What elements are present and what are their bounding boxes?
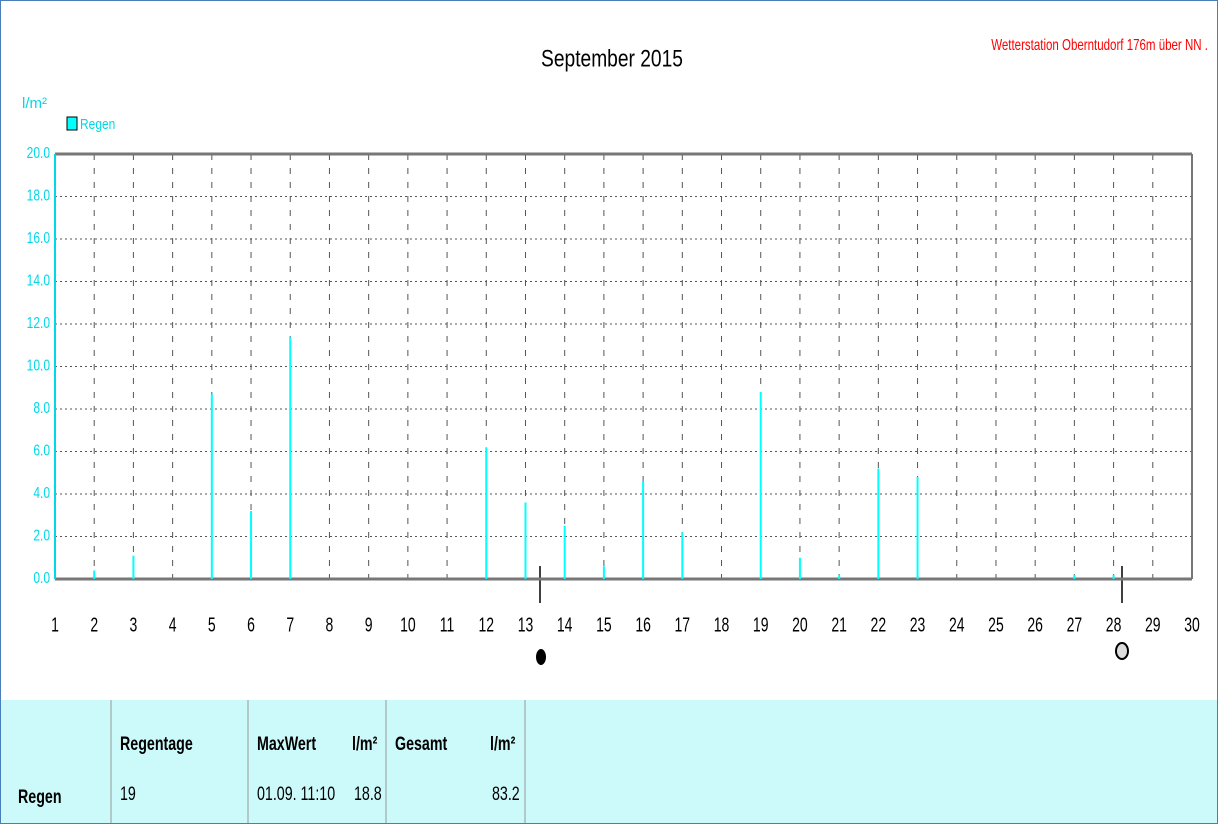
bar [1073,574,1076,579]
bar [210,394,213,579]
x-tick-label: 14 [557,613,573,636]
x-tick-label: 12 [478,613,494,636]
legend-swatch [66,116,78,131]
cell: 01.09. 11:10 [257,783,335,804]
bar [485,447,488,579]
bar [602,566,605,579]
bar [563,525,566,579]
x-tick-label: 10 [400,613,416,636]
header: MaxWert [257,733,316,754]
x-tick-label: 1 [51,613,59,636]
x-tick-label: 8 [326,613,334,636]
y-tick-label: 0.0 [33,569,50,587]
x-tick-label: 30 [1184,613,1200,636]
x-tick-label: 23 [910,613,926,636]
y-tick-label: 20.0 [27,144,50,162]
header: l/m² [490,733,516,754]
station-label: Wetterstation Oberntudorf 176m über NN . [991,35,1208,53]
header: l/m² [352,733,378,754]
y-tick-label: 6.0 [33,441,50,459]
x-tick-label: 19 [753,613,769,636]
bar [877,468,880,579]
cell: 18.8 [354,783,382,804]
bar [681,532,684,579]
x-tick-label: 6 [247,613,255,636]
x-tick-label: 25 [988,613,1004,636]
x-tick-label: 4 [169,613,177,636]
legend-label: Regen [80,116,115,133]
row-label: Regen [18,786,62,807]
x-tick-label: 11 [440,613,455,636]
x-tick-label: 2 [90,613,98,636]
bar [838,574,841,579]
x-tick-label: 5 [208,613,216,636]
x-tick-label: 18 [714,613,730,636]
x-tick-label: 26 [1027,613,1043,636]
bar [759,392,762,579]
x-tick-label: 3 [130,613,138,636]
x-tick-label: 20 [792,613,808,636]
x-tick-label: 21 [831,613,847,636]
bar [524,502,527,579]
cell: 19 [120,783,136,804]
bar [250,511,253,579]
x-tick-label: 15 [596,613,612,636]
header: Regentage [120,733,193,754]
cell: 83.2 [492,783,520,804]
bar [132,555,135,579]
bar [642,481,645,579]
bar [289,336,292,579]
bar [1112,574,1115,579]
x-tick-label: 24 [949,613,965,636]
summary-panel [1,700,1217,823]
y-tick-label: 8.0 [33,399,50,417]
x-tick-label: 29 [1145,613,1161,636]
x-tick-label: 28 [1106,613,1122,636]
y-axis-label: l/m² [22,95,47,112]
bar [798,557,801,579]
chart-title: September 2015 [541,44,683,72]
bar [93,570,96,579]
x-tick-label: 13 [518,613,534,636]
x-tick-label: 17 [675,613,691,636]
new-moon-icon [536,649,546,665]
x-tick-label: 16 [635,613,651,636]
header: Gesamt [395,733,448,754]
y-tick-label: 14.0 [27,271,50,289]
x-tick-label: 7 [286,613,294,636]
x-tick-label: 27 [1067,613,1083,636]
x-tick-label: 22 [871,613,887,636]
y-tick-label: 18.0 [27,186,50,204]
bar [916,477,919,579]
y-tick-label: 16.0 [27,229,50,247]
y-tick-label: 4.0 [33,484,50,502]
y-tick-label: 2.0 [33,526,50,544]
full-moon-icon [1115,642,1129,660]
y-tick-label: 10.0 [27,356,50,374]
x-tick-label: 9 [365,613,373,636]
y-tick-label: 12.0 [27,314,50,332]
